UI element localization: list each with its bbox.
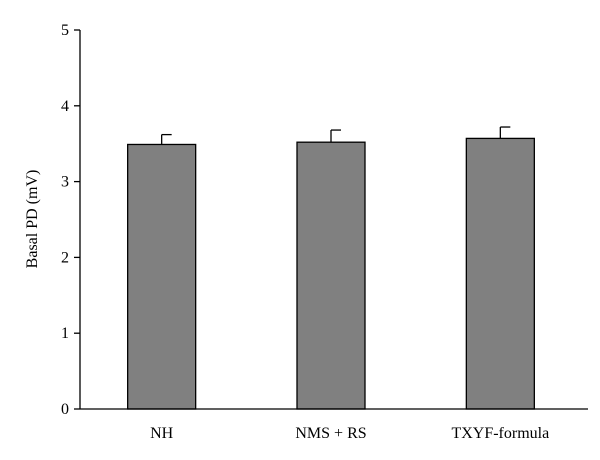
bar [296, 141, 366, 410]
error-bars [161, 126, 511, 145]
x-category-label: NMS + RS [295, 425, 366, 442]
y-tick-label: 3 [61, 174, 69, 191]
y-tick-label: 0 [61, 401, 69, 418]
bar [127, 143, 197, 410]
y-axis-title: Basal PD (mV) [24, 170, 41, 269]
y-tick-label: 4 [61, 98, 69, 115]
bars [127, 137, 535, 410]
y-tick-label: 5 [61, 22, 69, 39]
x-category-label: NH [150, 425, 174, 442]
y-axis-ticks: 0 1 2 3 4 5 [61, 22, 80, 418]
x-category-label: TXYF-formula [451, 425, 549, 442]
y-tick-label: 2 [61, 249, 69, 266]
bar [465, 137, 535, 410]
x-axis-labels: NH NMS + RS TXYF-formula [150, 425, 549, 442]
y-tick-label: 1 [61, 325, 69, 342]
